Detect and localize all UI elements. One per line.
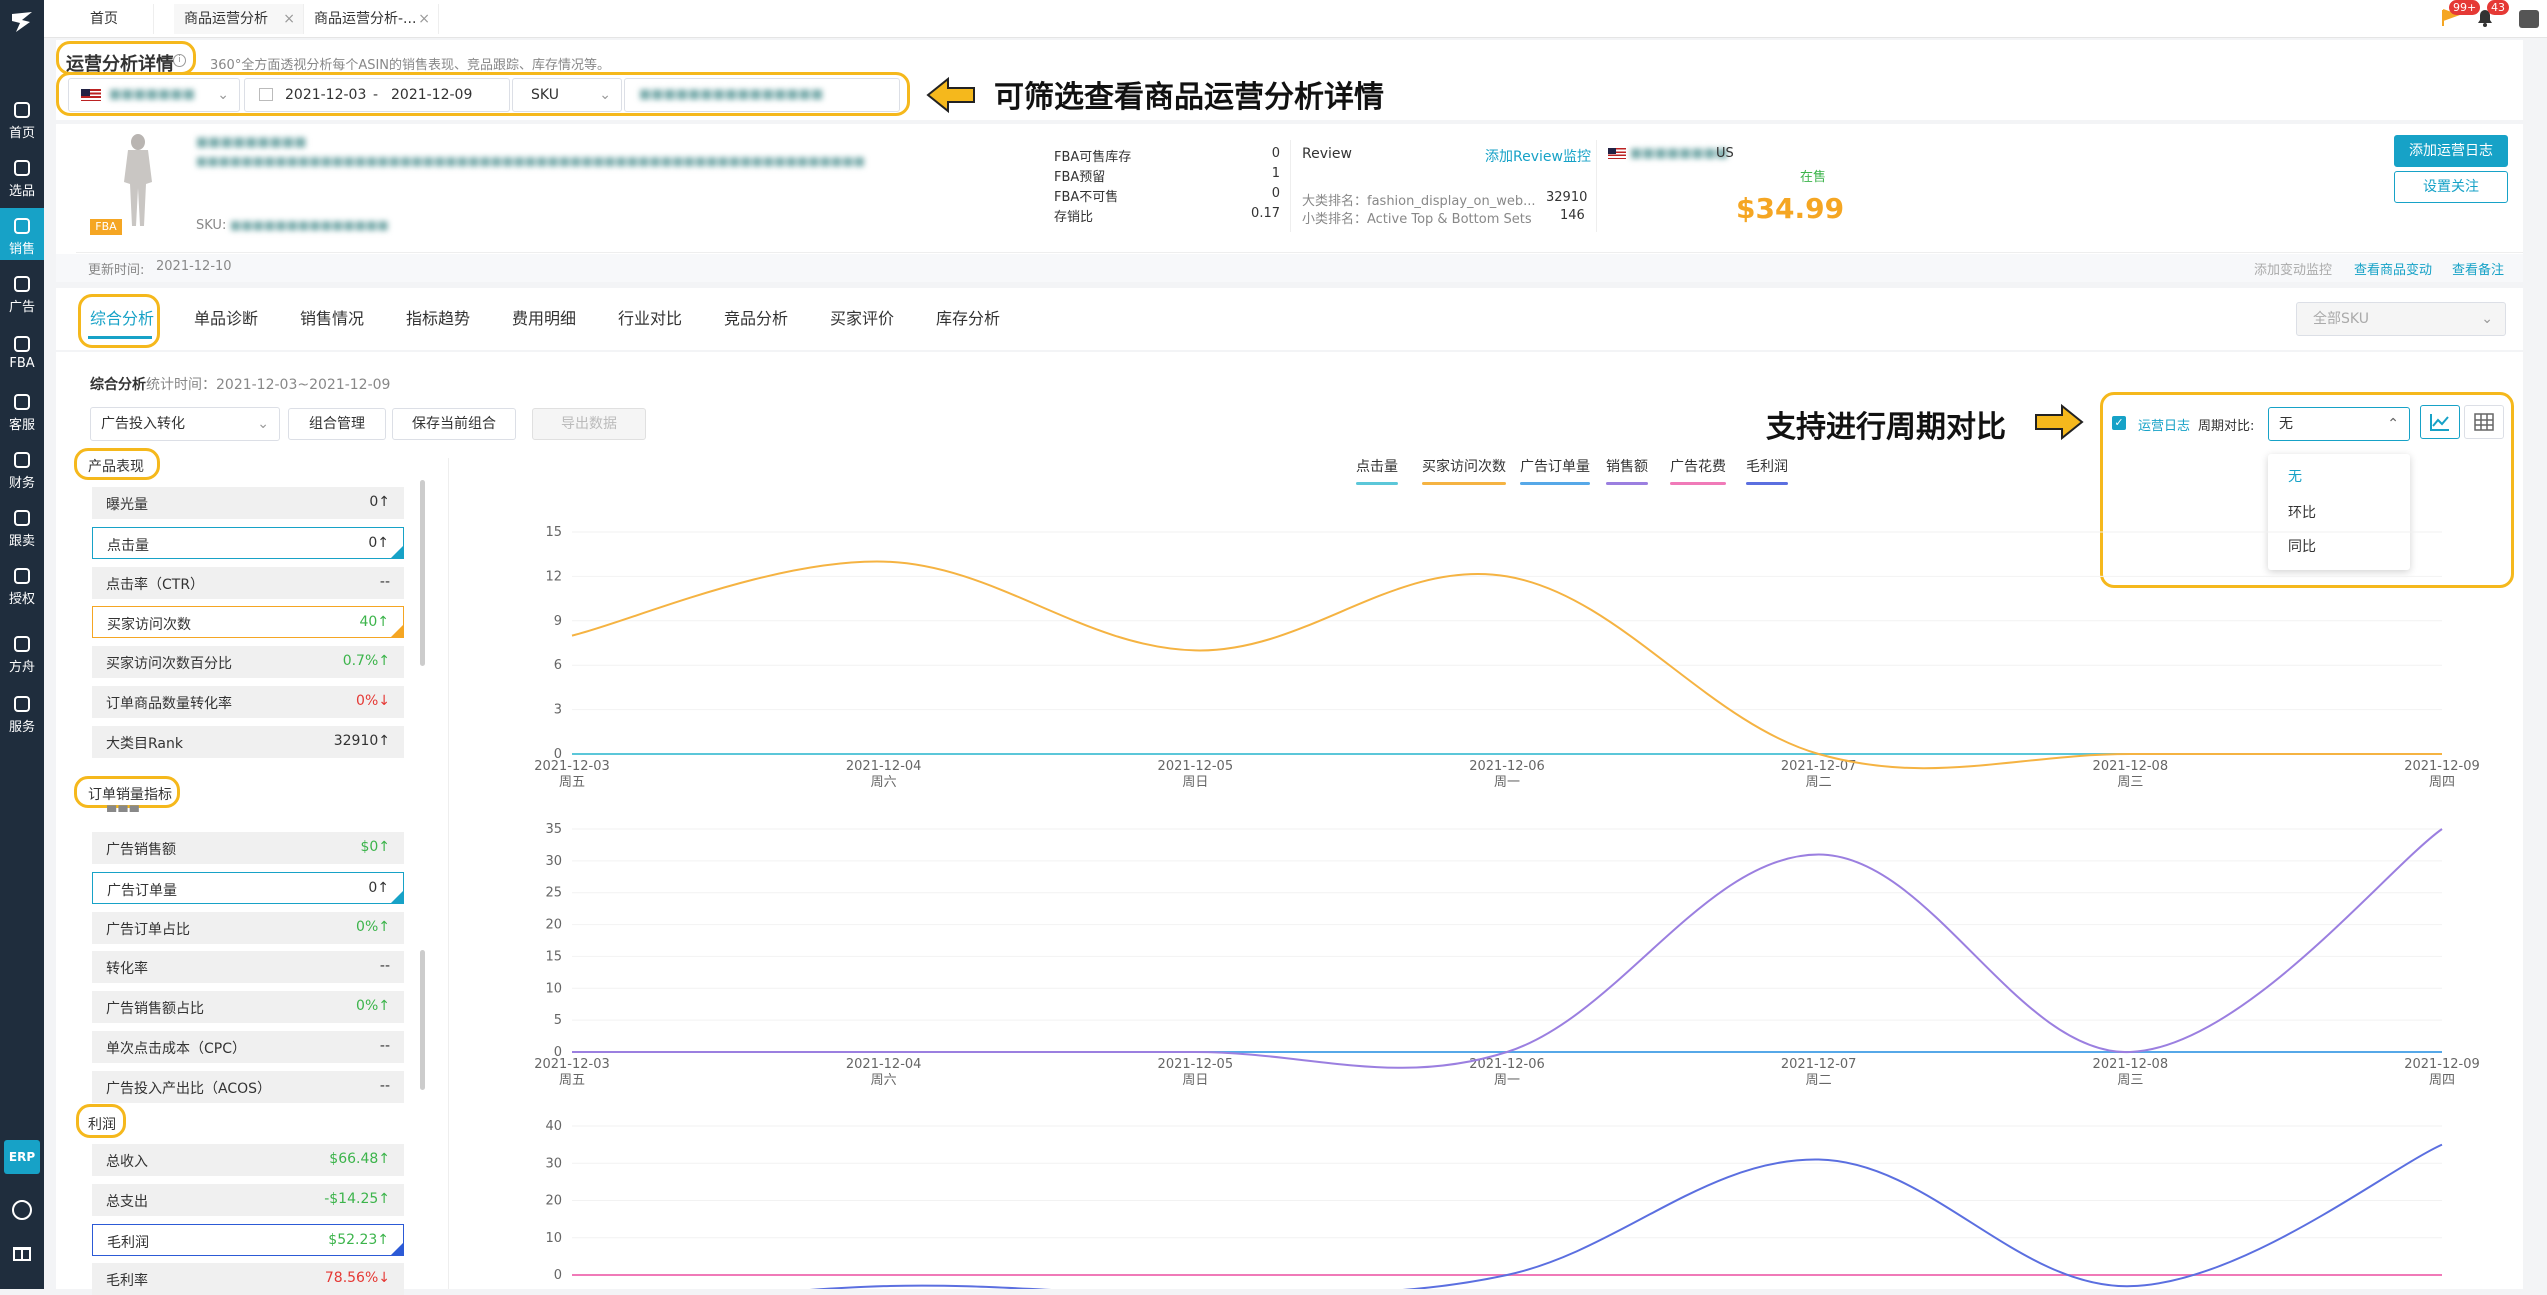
x-tick-sublabel: 周四 <box>2429 775 2455 790</box>
y-tick-label: 15 <box>545 949 562 964</box>
y-tick-label: 12 <box>545 569 562 584</box>
y-tick-label: 40 <box>545 1119 562 1134</box>
y-tick-label: 25 <box>545 886 562 901</box>
x-tick-label: 2021-12-06 <box>1469 759 1545 774</box>
x-tick-sublabel: 周五 <box>559 1073 585 1088</box>
x-tick-label: 2021-12-09 <box>2404 1057 2480 1072</box>
x-tick-sublabel: 周三 <box>2117 1073 2143 1088</box>
x-tick-sublabel: 周三 <box>2117 775 2143 790</box>
y-tick-label: 0 <box>554 1268 562 1283</box>
x-tick-label: 2021-12-05 <box>1158 1057 1234 1072</box>
series-line <box>572 829 2442 1068</box>
x-tick-sublabel: 周五 <box>559 775 585 790</box>
x-tick-sublabel: 周一 <box>1494 1073 1520 1088</box>
x-tick-sublabel: 周日 <box>1182 775 1208 790</box>
y-tick-label: 10 <box>545 1231 562 1246</box>
x-tick-label: 2021-12-03 <box>534 759 610 774</box>
x-tick-sublabel: 周日 <box>1182 1073 1208 1088</box>
y-tick-label: 10 <box>545 981 562 996</box>
series-line <box>572 1145 2442 1289</box>
y-tick-label: 9 <box>554 614 562 629</box>
y-tick-label: 5 <box>554 1013 562 1028</box>
x-tick-label: 2021-12-05 <box>1158 759 1234 774</box>
x-tick-label: 2021-12-08 <box>2093 759 2169 774</box>
x-tick-label: 2021-12-03 <box>534 1057 610 1072</box>
x-tick-sublabel: 周一 <box>1494 775 1520 790</box>
y-tick-label: 20 <box>545 918 562 933</box>
y-tick-label: 30 <box>545 854 562 869</box>
x-tick-label: 2021-12-08 <box>2093 1057 2169 1072</box>
x-tick-sublabel: 周二 <box>1806 775 1832 790</box>
x-tick-sublabel: 周四 <box>2429 1073 2455 1088</box>
y-tick-label: 30 <box>545 1156 562 1171</box>
x-tick-label: 2021-12-04 <box>846 759 922 774</box>
x-tick-sublabel: 周六 <box>871 775 897 790</box>
x-tick-label: 2021-12-04 <box>846 1057 922 1072</box>
y-tick-label: 20 <box>545 1194 562 1209</box>
y-tick-label: 35 <box>545 822 562 837</box>
x-tick-label: 2021-12-07 <box>1781 1057 1857 1072</box>
x-tick-sublabel: 周六 <box>871 1073 897 1088</box>
x-tick-sublabel: 周二 <box>1806 1073 1832 1088</box>
x-tick-label: 2021-12-09 <box>2404 759 2480 774</box>
y-tick-label: 6 <box>554 658 562 673</box>
y-tick-label: 15 <box>545 525 562 540</box>
y-tick-label: 3 <box>554 703 562 718</box>
